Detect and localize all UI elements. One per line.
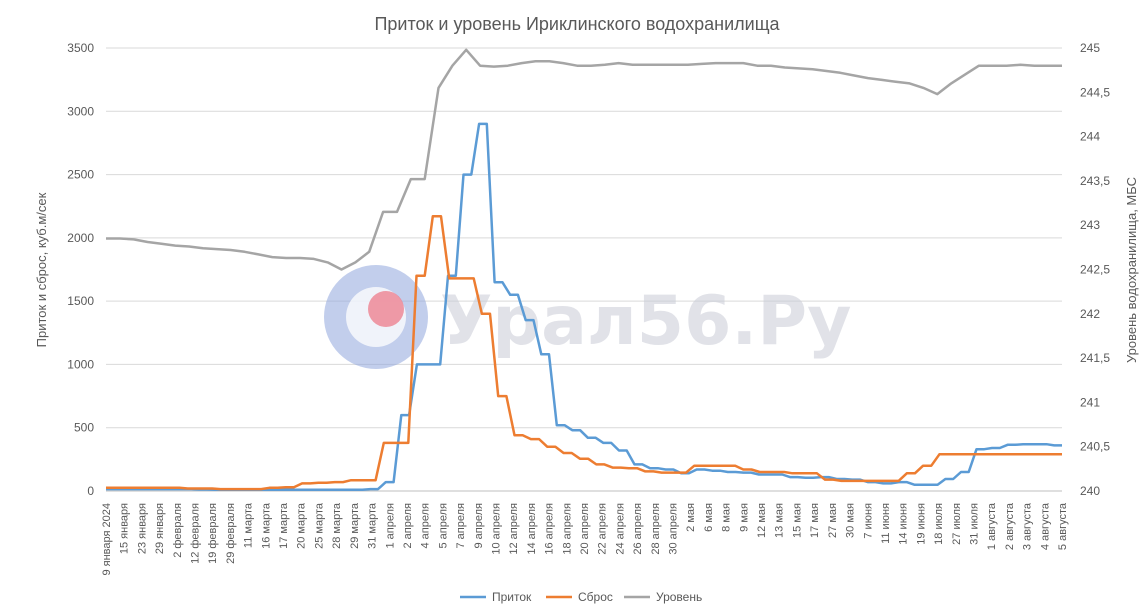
series-line-Уровень [106,48,1062,271]
x-tick-label: 16 апреля [544,503,556,555]
x-tick-label: 12 февраля [190,503,202,564]
x-tick-label: 19 июня [915,503,927,545]
x-tick-label: 16 марта [260,502,272,549]
x-tick-label: 17 мая [809,503,821,538]
x-tick-label: 2 августа [1004,502,1016,550]
x-tick-label: 14 апреля [526,503,538,555]
x-tick-label: 2 апреля [402,503,414,549]
y-axis-right-label: Уровень водохранилища, МБС [1124,177,1139,363]
y-right-tick-label: 243 [1080,218,1100,232]
y-left-tick-label: 3500 [67,41,94,55]
y-left-tick-label: 1000 [67,357,94,371]
x-tick-label: 27 июля [951,503,963,545]
legend-label: Уровень [656,590,702,604]
series-line-Сброс [106,215,1062,491]
x-tick-label: 27 мая [827,503,839,538]
x-tick-label: 2 мая [685,503,697,532]
x-tick-label: 15 мая [791,503,803,538]
series-lines [106,48,1062,491]
x-tick-label: 17 марта [278,502,290,549]
y-right-tick-label: 240 [1080,484,1100,498]
x-tick-label: 9 января 2024 [101,503,113,576]
x-tick-label: 9 мая [738,503,750,532]
y-left-tick-label: 2500 [67,168,94,182]
x-tick-label: 1 августа [986,502,998,550]
x-tick-label: 8 мая [721,503,733,532]
x-tick-label: 31 марта [367,502,379,549]
x-tick-label: 26 апреля [632,503,644,555]
y-left-tick-label: 1500 [67,294,94,308]
y-right-tick-label: 240,5 [1080,440,1110,454]
x-tick-label: 22 апреля [597,503,609,555]
x-tick-label: 20 апреля [579,503,591,555]
gridlines [106,47,1062,492]
y-left-tick-label: 3000 [67,104,94,118]
x-tick-label: 7 июня [862,503,874,539]
watermark-text: Урал56.Ру [440,282,851,361]
x-tick-label: 7 апреля [455,503,467,549]
x-tick-label: 12 мая [756,503,768,538]
y-axis-right-ticks: 240 240,5 241 241,5 242 242,5 243 243,5 244 244,5… [1080,41,1110,498]
x-tick-label: 2 февраля [172,503,184,558]
legend-label: Сброс [578,590,613,604]
x-tick-label: 31 июля [968,503,980,545]
y-right-tick-label: 245 [1080,41,1100,55]
x-tick-label: 30 мая [845,503,857,538]
y-right-tick-label: 241 [1080,395,1100,409]
y-right-tick-label: 241,5 [1080,351,1110,365]
x-tick-label: 11 июня [880,503,892,544]
y-right-tick-label: 242,5 [1080,263,1110,277]
x-tick-label: 9 апреля [473,503,485,549]
x-tick-label: 18 июля [933,503,945,545]
y-right-tick-label: 242 [1080,307,1100,321]
y-left-tick-label: 500 [74,421,94,435]
x-tick-label: 5 августа [1057,502,1069,550]
x-tick-label: 12 апреля [508,503,520,555]
x-tick-label: 11 марта [243,502,255,548]
x-tick-label: 3 августа [1022,502,1034,550]
x-tick-label: 25 марта [313,502,325,549]
y-axis-left-ticks: 0 500 1000 1500 2000 2500 3000 3500 [67,41,94,498]
x-tick-label: 29 марта [349,502,361,549]
x-tick-label: 29 января [154,503,166,554]
x-tick-label: 13 мая [774,503,786,538]
x-tick-label: 24 апреля [614,503,626,555]
y-right-tick-label: 244,5 [1080,85,1110,99]
x-tick-label: 10 апреля [490,503,502,555]
watermark: Урал56.Ру [324,265,851,369]
x-tick-label: 30 апреля [668,503,680,555]
chart-title: Приток и уровень Ириклинского водохранил… [374,14,780,34]
y-right-tick-label: 243,5 [1080,174,1110,188]
watermark-logo-dot [368,291,404,327]
legend: Приток Сброс Уровень [460,590,702,604]
y-left-tick-label: 0 [87,484,94,498]
x-tick-label: 19 февраля [207,503,219,564]
x-tick-label: 23 января [136,503,148,554]
x-tick-label: 5 апреля [437,503,449,549]
y-left-tick-label: 2000 [67,231,94,245]
x-tick-label: 28 марта [331,502,343,549]
x-tick-label: 14 июня [898,503,910,545]
x-tick-label: 28 апреля [650,503,662,555]
y-right-tick-label: 244 [1080,130,1100,144]
x-tick-label: 15 января [119,503,131,554]
x-tick-label: 18 апреля [561,503,573,555]
y-axis-left-label: Приток и сброс, куб.м/сек [34,192,49,347]
x-tick-label: 4 апреля [420,503,432,549]
x-tick-label: 6 мая [703,503,715,532]
x-tick-label: 1 апреля [384,503,396,549]
x-tick-label: 20 марта [296,502,308,549]
x-tick-label: 4 августа [1039,502,1051,550]
legend-label: Приток [492,590,532,604]
x-tick-label: 29 февраля [225,503,237,564]
x-axis-ticks: 9 января 2024 15 января 23 января 29 января… [101,502,1069,575]
